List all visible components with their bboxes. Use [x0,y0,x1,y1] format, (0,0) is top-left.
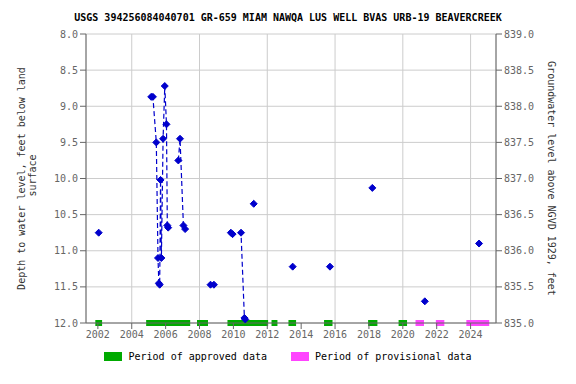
svg-text:2020: 2020 [391,329,415,340]
svg-text:837.5: 837.5 [504,137,534,148]
svg-text:2016: 2016 [323,329,347,340]
html-text:Period of provisional data: Period of provisional data [315,351,472,362]
svg-text:837.0: 837.0 [504,173,534,184]
svg-text:8.0: 8.0 [60,29,78,40]
svg-text:2004: 2004 [120,329,144,340]
svg-text:Groundwater level above NGVD 1: Groundwater level above NGVD 1929, feet [546,61,557,296]
svg-text:2002: 2002 [86,329,110,340]
svg-text:838.5: 838.5 [504,65,534,76]
svg-text:8.5: 8.5 [60,65,78,76]
svg-text:11.0: 11.0 [54,245,78,256]
svg-text:2018: 2018 [357,329,381,340]
svg-text:2022: 2022 [425,329,449,340]
svg-text:2024: 2024 [459,329,483,340]
svg-text:10.0: 10.0 [54,173,78,184]
svg-text:11.5: 11.5 [54,281,78,292]
svg-text:839.0: 839.0 [504,29,534,40]
html-text:Period of approved data: Period of approved data [128,351,267,362]
svg-text:836.5: 836.5 [504,209,534,220]
svg-text:2012: 2012 [255,329,279,340]
svg-text:2008: 2008 [187,329,211,340]
svg-text:2010: 2010 [221,329,245,340]
html-text:USGS 394256084040701 GR-659 MI: USGS 394256084040701 GR-659 MIAM NAWQA L… [74,12,502,23]
svg-text:2006: 2006 [154,329,178,340]
svg-text:2014: 2014 [289,329,313,340]
svg-text:9.0: 9.0 [60,101,78,112]
svg-text:Depth to water level, feet bel: Depth to water level, feet below land su… [16,67,38,290]
svg-text:12.0: 12.0 [54,318,78,329]
svg-text:835.0: 835.0 [504,318,534,329]
svg-text:10.5: 10.5 [54,209,78,220]
svg-text:836.0: 836.0 [504,245,534,256]
svg-text:9.5: 9.5 [60,137,78,148]
svg-text:835.5: 835.5 [504,281,534,292]
svg-text:838.0: 838.0 [504,101,534,112]
